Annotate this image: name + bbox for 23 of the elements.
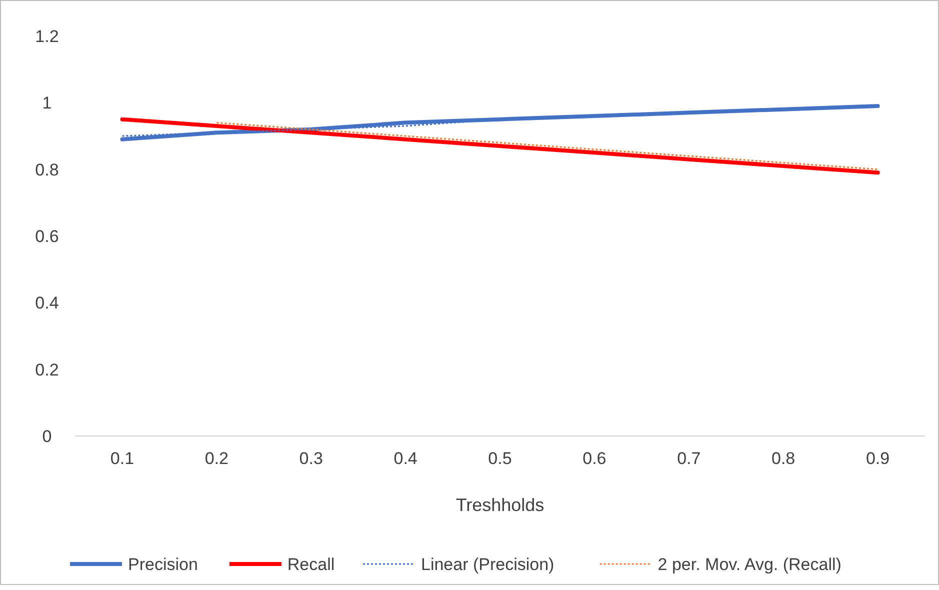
x-tick-label: 0.8: [772, 449, 796, 468]
y-tick-label: 0.8: [35, 160, 59, 180]
x-axis-title: Treshholds: [456, 495, 544, 515]
y-tick-label: 1: [42, 94, 52, 113]
y-tick-label: 0: [42, 426, 52, 446]
x-tick-label: 0.5: [488, 449, 512, 468]
x-tick-label: 0.4: [394, 449, 418, 468]
legend-label: Recall: [287, 554, 335, 574]
x-tick-label: 0.6: [582, 449, 606, 468]
x-tick-label: 0.9: [866, 449, 890, 468]
y-tick-label: 0.4: [35, 294, 59, 313]
x-tick-label: 0.2: [204, 449, 228, 468]
legend-label: Linear (Precision): [421, 554, 554, 574]
line-series: [216, 122, 879, 170]
x-tick-label: 0.3: [299, 449, 323, 468]
x-tick-label: 0.1: [110, 449, 134, 468]
y-tick-label: 0.2: [35, 360, 59, 380]
legend-label: 2 per. Mov. Avg. (Recall): [658, 554, 842, 574]
x-tick-label: 0.7: [677, 449, 701, 468]
legend-label: Precision: [128, 554, 198, 574]
line-series: [120, 117, 880, 175]
y-tick-label: 0.6: [35, 226, 59, 246]
y-tick-label: 1.2: [35, 26, 59, 46]
